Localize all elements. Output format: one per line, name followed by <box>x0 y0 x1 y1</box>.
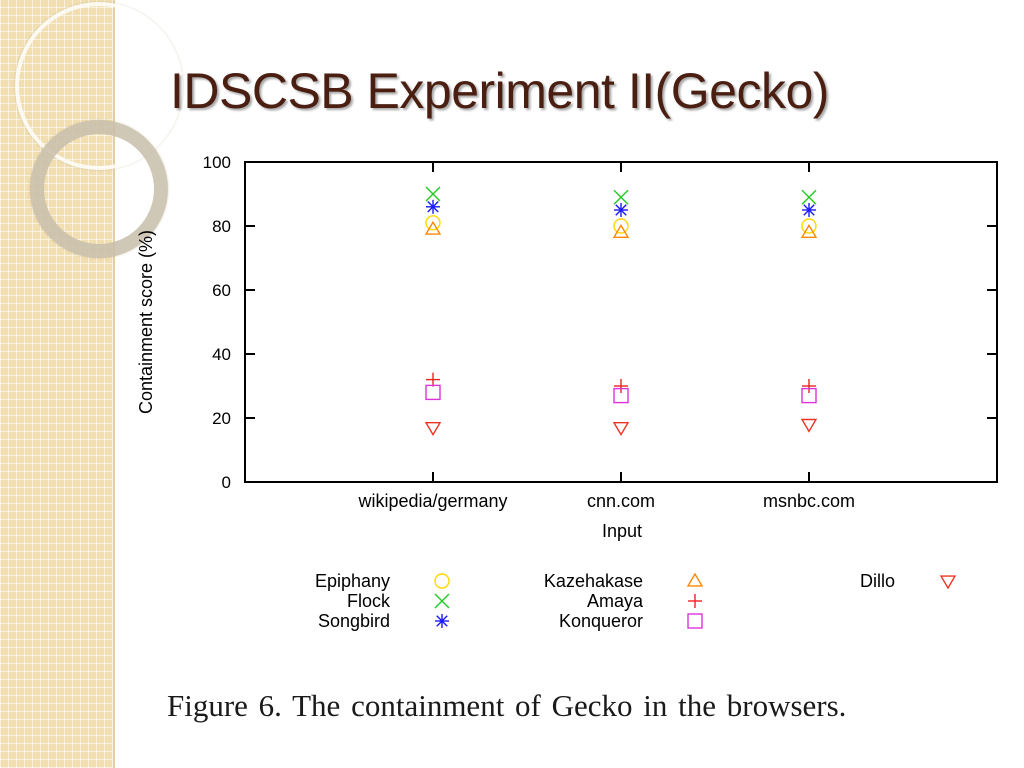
y-tick-label: 80 <box>212 217 231 236</box>
data-point-kazehakase <box>612 224 630 239</box>
data-point-dillo <box>612 422 630 436</box>
legend-label: Amaya <box>587 591 644 611</box>
legend-marker-songbird <box>435 614 449 628</box>
x-tick-label: msnbc.com <box>763 491 855 511</box>
legend-label: Dillo <box>860 571 895 591</box>
data-point-epiphany <box>425 215 441 231</box>
legend-label: Epiphany <box>315 571 390 591</box>
data-point-dillo <box>424 422 442 436</box>
data-point-epiphany <box>613 218 629 234</box>
data-point-kazehakase <box>800 224 818 239</box>
data-point-flock <box>425 186 441 202</box>
data-point-amaya <box>426 372 440 387</box>
legend-marker-kazehakase <box>686 572 704 587</box>
y-tick-label: 40 <box>212 345 231 364</box>
legend-label: Flock <box>347 591 391 611</box>
data-point-amaya <box>614 379 628 393</box>
data-point-konqueror <box>613 387 629 404</box>
data-point-songbird <box>802 203 816 217</box>
data-point-flock <box>613 189 629 205</box>
legend-label: Kazehakase <box>544 571 643 591</box>
y-tick-label: 100 <box>203 153 231 172</box>
x-tick-label: cnn.com <box>587 491 655 511</box>
legend-marker-konqueror <box>687 613 703 629</box>
data-point-amaya <box>802 379 816 393</box>
data-point-songbird <box>614 203 628 217</box>
y-tick-label: 20 <box>212 409 231 428</box>
data-point-kazehakase <box>424 220 442 235</box>
legend-marker-dillo <box>939 575 957 590</box>
data-point-konqueror <box>425 384 441 401</box>
x-axis-label: Input <box>602 521 642 541</box>
data-point-konqueror <box>801 387 817 404</box>
data-point-epiphany <box>801 218 817 234</box>
y-tick-label: 60 <box>212 281 231 300</box>
data-point-dillo <box>800 418 818 433</box>
data-point-flock <box>801 189 817 205</box>
data-point-songbird <box>426 199 440 214</box>
legend-marker-epiphany <box>434 573 450 589</box>
figure-caption: Figure 6. The containment of Gecko in th… <box>167 688 847 723</box>
chart-axes: 0 20 40 60 80 100 wikipedia/germany cnn.com msnb… <box>203 153 998 511</box>
legend-marker-amaya <box>688 594 702 608</box>
chart-marks <box>424 186 818 436</box>
legend-marker-flock <box>434 593 450 609</box>
legend-label: Konqueror <box>559 611 643 631</box>
legend-label: Songbird <box>318 611 390 631</box>
y-axis-label: Containment score (%) <box>136 230 156 414</box>
x-tick-label: wikipedia/germany <box>357 491 507 511</box>
slide-title: IDSCSB Experiment II(Gecko) <box>170 63 829 119</box>
y-tick-label: 0 <box>222 473 231 492</box>
